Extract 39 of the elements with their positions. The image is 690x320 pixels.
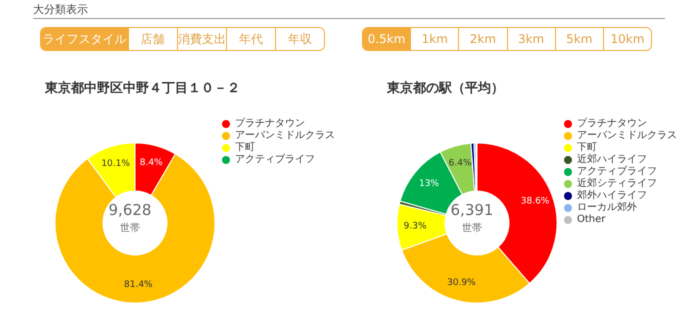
text: 5km: [554, 28, 603, 50]
text: 3km: [506, 28, 555, 50]
text: 0.5km: [363, 28, 410, 50]
legend-label: 近郊シティライフ: [577, 178, 658, 189]
text: 年代: [226, 28, 275, 50]
data-label: 9.3%: [404, 221, 427, 232]
text: 9,628: [108, 201, 152, 219]
data-label: 81.4%: [124, 280, 154, 290]
data-label: 6.4%: [448, 158, 472, 168]
legend-label: アーバンミドルクラス: [577, 130, 677, 141]
legend-label: プラチナタウン: [235, 118, 306, 129]
text: 1km: [410, 28, 458, 50]
text: 大分類表示: [33, 2, 665, 19]
text: ライフスタイル: [41, 28, 128, 50]
text: 2km: [458, 28, 507, 50]
text: 世帯: [120, 222, 140, 234]
legend-label: アクティブライフ: [577, 166, 658, 177]
legend-label: 下町: [235, 142, 256, 153]
chart-title: 東京都中野区中野４丁目１０－２: [45, 80, 240, 97]
legend-label: 郊外ハイライフ: [577, 190, 648, 201]
legend-label: ローカル郊外: [577, 202, 638, 213]
text: 店舗: [128, 28, 177, 50]
legend-label: アーバンミドルクラス: [235, 130, 335, 141]
text: 消費支出: [176, 28, 226, 50]
data-label: 8.4%: [140, 158, 164, 168]
text: 年収: [274, 28, 324, 50]
data-label: 10.1%: [101, 159, 130, 170]
legend-label: 近郊ハイライフ: [577, 154, 648, 165]
legend-label: アクティブライフ: [235, 154, 316, 165]
chart-title: 東京都の駅（平均）: [387, 80, 504, 97]
text: 6,391: [450, 201, 494, 219]
data-label: 13%: [418, 178, 440, 189]
text: 10km: [602, 28, 652, 50]
data-label: 30.9%: [447, 278, 476, 288]
legend-label: 下町: [577, 142, 598, 153]
legend-label: Other: [577, 214, 606, 225]
text: 世帯: [462, 222, 482, 234]
data-label: 38.6%: [520, 196, 550, 206]
legend-label: プラチナタウン: [577, 118, 648, 129]
